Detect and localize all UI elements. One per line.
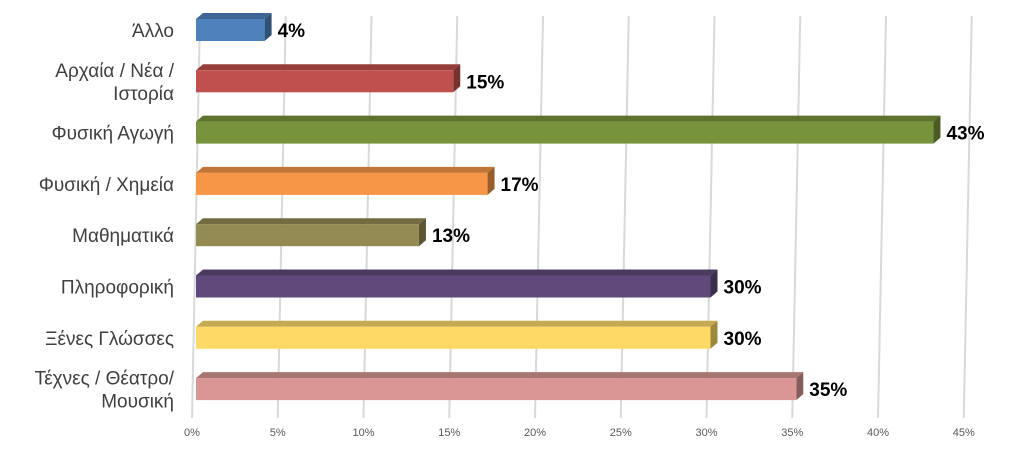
- bar: [196, 320, 718, 349]
- x-tick-label: 20%: [524, 427, 546, 439]
- bar-top: [196, 320, 718, 327]
- category-label: Φυσική / Χημεία: [39, 175, 174, 196]
- bar-side: [796, 372, 804, 401]
- bar: [196, 64, 461, 93]
- bar: [196, 13, 272, 41]
- bar-front: [196, 121, 934, 144]
- gridline: [791, 15, 802, 419]
- bar-top: [196, 64, 461, 71]
- gridline: [962, 15, 973, 419]
- gridline: [705, 15, 716, 419]
- bar-top: [196, 115, 941, 122]
- value-label: 4%: [278, 21, 306, 42]
- x-tick-label: 10%: [352, 427, 374, 439]
- bar: [196, 269, 718, 298]
- x-tick-label: 0%: [184, 427, 200, 439]
- bar-side: [710, 269, 718, 298]
- gridline: [619, 15, 630, 419]
- bar-front: [196, 275, 711, 298]
- value-labels: 4% 15% 43% 17% 13% 30% 30% 35%: [278, 21, 985, 401]
- bar: [196, 372, 804, 401]
- value-label: 35%: [809, 380, 847, 401]
- category-label: Πληροφορική: [61, 278, 174, 299]
- bar-side: [453, 64, 461, 93]
- bar-top: [196, 269, 718, 276]
- x-tick-label: 35%: [781, 427, 803, 439]
- x-tick-label: 5%: [270, 427, 286, 439]
- gridline: [877, 15, 887, 419]
- x-tick-label: 30%: [695, 427, 717, 439]
- x-tick-label: 40%: [867, 427, 889, 439]
- category-label: Αρχαία / Νέα / Ιστορία: [55, 61, 174, 105]
- value-label: 13%: [432, 226, 470, 247]
- category-label: Μαθηματικά: [72, 226, 174, 247]
- gridline: [534, 15, 544, 419]
- x-tick-label: 25%: [610, 427, 632, 439]
- bar-top: [196, 166, 495, 173]
- gridlines: [191, 15, 973, 419]
- value-label: 30%: [724, 278, 762, 299]
- category-label: Τέχνες / Θέατρο/Μουσική: [35, 369, 175, 413]
- x-tick-label: 15%: [438, 427, 460, 439]
- bar: [196, 218, 426, 247]
- bar-side: [264, 13, 272, 41]
- bar-front: [196, 326, 711, 349]
- bar-side: [933, 115, 941, 144]
- value-label: 15%: [466, 72, 504, 93]
- bar-front: [196, 172, 488, 195]
- bar-top: [196, 372, 804, 379]
- bar-side: [710, 320, 718, 349]
- value-label: 17%: [501, 175, 539, 196]
- bar-top: [196, 218, 426, 225]
- value-label: 43%: [946, 124, 984, 145]
- bar-front: [196, 224, 419, 247]
- category-label: Ξένες Γλώσσες: [45, 329, 174, 350]
- bar-front: [196, 378, 797, 401]
- x-tick-label: 45%: [953, 427, 975, 439]
- bar-front: [196, 70, 454, 93]
- category-labels: Άλλο Αρχαία / Νέα / Ιστορία Φυσική Αγωγή Φυσ…: [35, 21, 175, 413]
- bar: [196, 166, 495, 195]
- category-label: Άλλο: [132, 21, 174, 42]
- bar-top: [196, 13, 272, 19]
- bar-side: [487, 166, 495, 195]
- bars: [196, 13, 941, 401]
- bar-side: [418, 218, 426, 247]
- bar-front: [196, 19, 265, 41]
- category-label: Φυσική Αγωγή: [51, 124, 174, 145]
- bar: [196, 115, 941, 144]
- value-label: 30%: [724, 329, 762, 350]
- x-axis-ticks: 0% 5% 10% 15% 20% 25% 30% 35% 40% 45%: [184, 427, 975, 439]
